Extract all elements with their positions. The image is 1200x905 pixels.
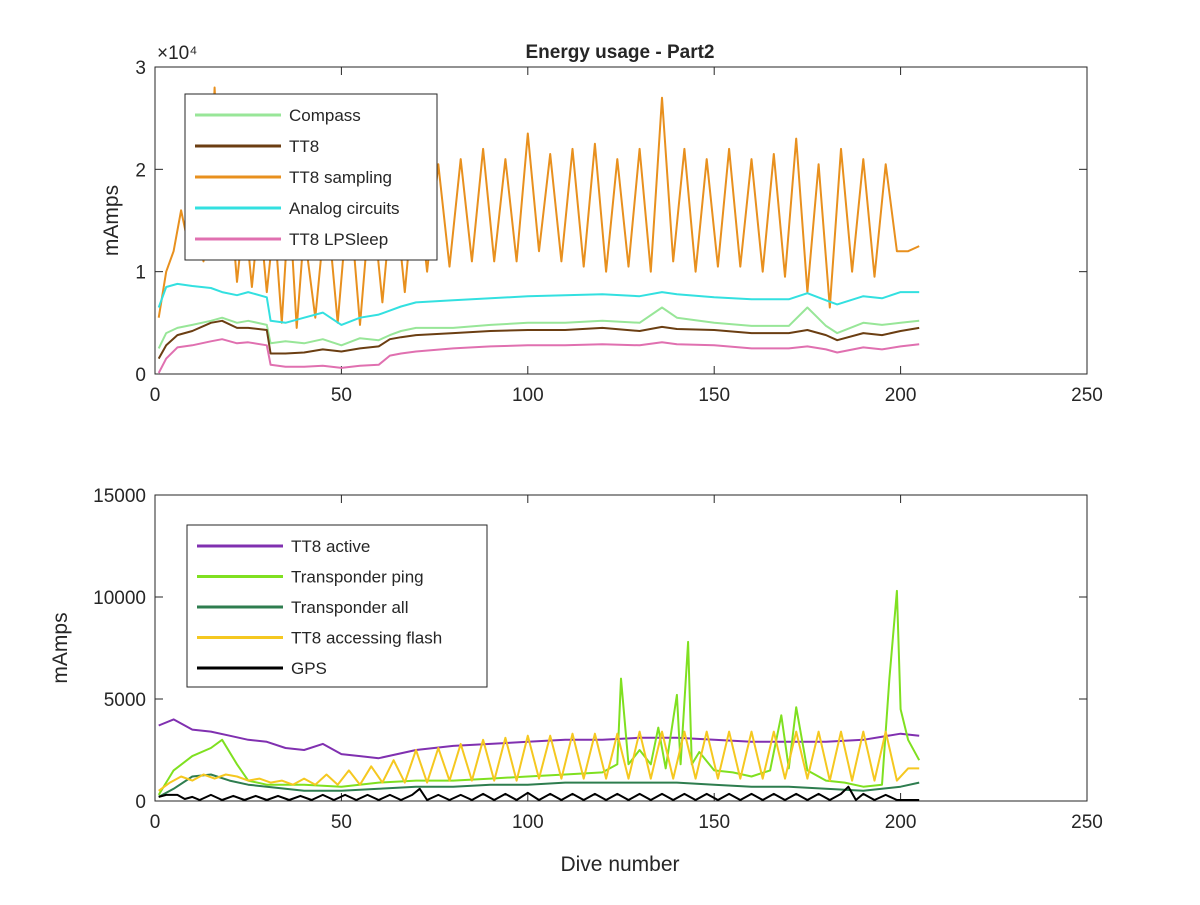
series-line-gps [158, 785, 920, 801]
legend-entry: TT8 accessing flash [291, 629, 442, 648]
legend: Compass TT8 TT8 sampling Analog circuits TT8… [184, 93, 438, 261]
y-tick-label: 0 [135, 365, 146, 386]
x-tick-label: 50 [331, 385, 352, 406]
bottom-axes: 0 50 100 150 200 250 0 5000 10000 15000 mAmps Dive … [49, 486, 1103, 876]
y-tick-label: 3 [135, 58, 146, 79]
x-axis-label: Dive number [560, 853, 679, 876]
x-tick-label: 100 [512, 385, 544, 406]
legend-entry: Analog circuits [289, 199, 400, 218]
y-tick-label: 10000 [93, 588, 146, 609]
x-tick-label: 0 [150, 385, 161, 406]
y-tick-label: 0 [135, 792, 146, 813]
series-line-tt8-active [158, 718, 920, 760]
x-tick-label: 200 [885, 385, 917, 406]
legend-entry: TT8 LPSleep [289, 230, 388, 249]
x-tick-label: 250 [1071, 812, 1103, 833]
legend-entry: TT8 sampling [289, 168, 392, 187]
legend-entry: TT8 [289, 137, 319, 156]
series-line-compass [157, 306, 920, 349]
y-axis-label: mAmps [100, 185, 123, 256]
top-axes: 0 50 100 150 200 250 0 1 2 3 ×10⁴ mAmps Compass TT8 TT… [100, 43, 1103, 406]
x-tick-label: 150 [698, 812, 730, 833]
y-tick-label: 5000 [104, 690, 146, 711]
series-line-tt8 [157, 319, 920, 360]
legend-entry: GPS [291, 659, 327, 678]
legend-entry: Transponder all [291, 598, 409, 617]
y-tick-label: 1 [135, 263, 146, 284]
series-line-transponder-ping [157, 589, 921, 796]
series-line-transponder-all [158, 773, 920, 798]
series-line-analog-circuits [157, 282, 920, 326]
axes-box [154, 494, 1088, 802]
series-line-tt8-accessing-flash [158, 730, 920, 792]
x-tick-label: 150 [698, 385, 730, 406]
x-tick-label: 50 [331, 812, 352, 833]
x-tick-label: 200 [885, 812, 917, 833]
x-tick-label: 100 [512, 812, 544, 833]
y-tick-label: 15000 [93, 486, 146, 507]
legend-entry: Transponder ping [291, 568, 424, 587]
x-tick-label: 0 [150, 812, 161, 833]
y-axis-label: mAmps [49, 612, 72, 683]
legend-entry: Compass [289, 106, 361, 125]
legend-entry: TT8 active [291, 537, 370, 556]
series-line-tt8-lpsleep [157, 338, 920, 374]
series-group [157, 589, 921, 801]
figure-title: Energy usage - Part2 [525, 42, 714, 63]
y-exponent-label: ×10⁴ [157, 43, 197, 64]
axes-box [154, 66, 1088, 375]
x-tick-label: 250 [1071, 385, 1103, 406]
legend: TT8 active Transponder ping Transponder al… [186, 524, 488, 688]
y-tick-label: 2 [135, 160, 146, 181]
